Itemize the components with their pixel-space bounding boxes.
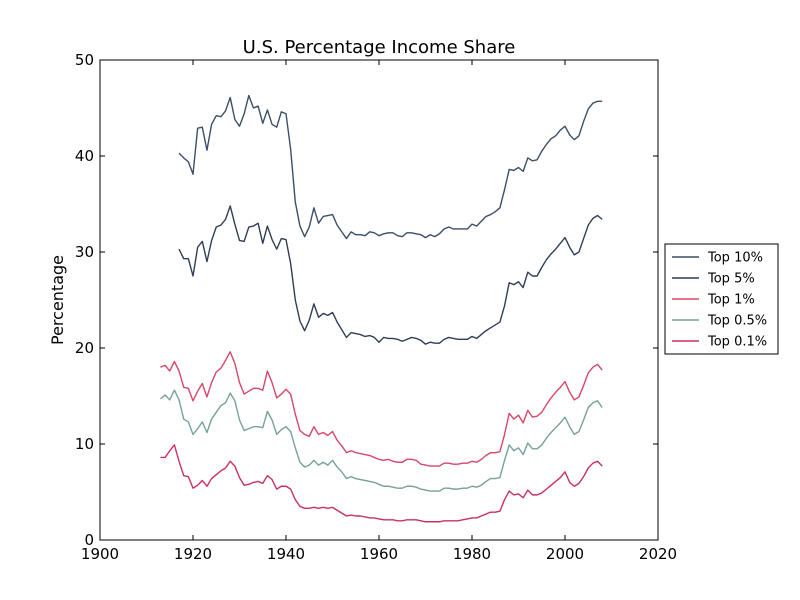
legend-label: Top 10% xyxy=(707,251,763,266)
x-tick-label: 1920 xyxy=(174,545,212,563)
series-line-3 xyxy=(160,389,603,492)
y-tick-label: 30 xyxy=(75,243,94,261)
y-axis-label: Percentage xyxy=(48,255,67,345)
y-tick-label: 40 xyxy=(75,147,94,165)
series-line-0 xyxy=(178,94,603,240)
plot-area: 1900 1920 1940 1960 1980 2000 2020 0 10 20 30 40 50 xyxy=(75,51,677,563)
legend: Top 10% Top 5% Top 1% Top 0.5% Top 0.1% xyxy=(664,243,779,355)
y-tick-label: 20 xyxy=(75,339,94,357)
y-tick-label: 50 xyxy=(75,51,94,69)
legend-label: Top 1% xyxy=(707,293,755,308)
y-tick-label: 10 xyxy=(75,435,94,453)
x-tick-label: 1940 xyxy=(267,545,305,563)
x-tick-label: 1900 xyxy=(81,545,119,563)
x-tick-label: 1960 xyxy=(360,545,398,563)
x-tick-label: 1980 xyxy=(453,545,491,563)
y-tick-label: 0 xyxy=(84,531,94,549)
legend-label: Top 5% xyxy=(707,272,755,287)
legend-label: Top 0.5% xyxy=(707,314,767,329)
series-line-4 xyxy=(160,444,603,523)
legend-label: Top 0.1% xyxy=(707,335,767,350)
series-line-1 xyxy=(178,205,603,345)
chart-title: U.S. Percentage Income Share xyxy=(243,37,516,58)
x-tick-label: 2020 xyxy=(639,545,677,563)
series-line-2 xyxy=(160,351,603,467)
x-tick-label: 2000 xyxy=(546,545,584,563)
